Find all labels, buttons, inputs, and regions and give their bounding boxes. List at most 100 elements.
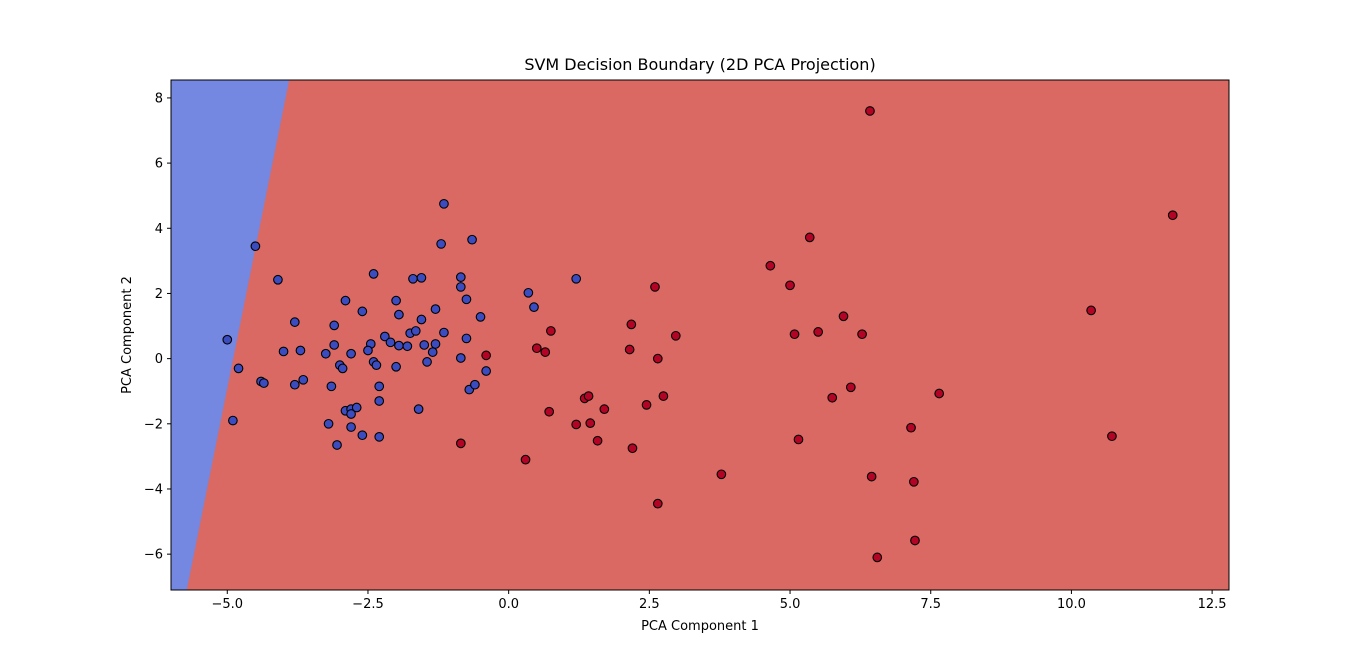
class-0-point (430, 339, 441, 349)
class-0-point (439, 327, 449, 338)
class-1-point (455, 438, 466, 449)
y-tick-label: 8 (155, 91, 163, 106)
class-1-point (906, 422, 916, 433)
class-1-point (765, 260, 776, 271)
class-1-point (626, 319, 637, 330)
class-0-point (273, 274, 283, 285)
class-0-point (298, 374, 309, 385)
x-axis: −5.0 −2.5 0.0 2.5 5.0 7.5 10.0 12.5 (211, 590, 1227, 612)
decision-regions (171, 80, 1229, 590)
y-tick-label: 6 (155, 157, 163, 172)
class-0-point (346, 348, 356, 359)
x-tick-label: 12.5 (1198, 597, 1227, 612)
class-1-point (793, 434, 804, 445)
class-0-point (419, 340, 430, 350)
x-tick-label: −2.5 (352, 597, 384, 612)
y-axis-title: PCA Component 2 (120, 276, 135, 394)
class-0-point (357, 306, 368, 317)
class-0-point (416, 314, 427, 325)
class-0-point (475, 312, 486, 322)
class-1-point (845, 382, 856, 393)
class-0-point (416, 272, 427, 283)
class-0-point (394, 309, 404, 320)
class-1-point (934, 388, 945, 399)
class-1-point (624, 344, 635, 355)
class-0-point (571, 273, 582, 284)
class-0-point (351, 402, 362, 413)
class-0-point (329, 340, 340, 350)
class-0-point (461, 333, 472, 344)
class-0-point (410, 326, 421, 336)
class-0-point (427, 347, 438, 357)
class-1-point (599, 404, 610, 414)
class-0-point (289, 379, 300, 390)
class-0-point (436, 239, 446, 249)
class-0-point (385, 337, 396, 348)
class-0-point (374, 396, 385, 406)
class-0-point (295, 345, 306, 356)
x-tick-label: 5.0 (780, 597, 801, 612)
class-0-point (371, 360, 382, 370)
class-1-point (571, 419, 582, 430)
class-1-point (546, 326, 556, 336)
class-1-point (481, 350, 492, 361)
class-0-point (323, 418, 334, 429)
class-1-point (583, 391, 594, 401)
class-0-point (402, 341, 413, 352)
class-0-point (250, 241, 261, 252)
class-0-point (320, 348, 331, 359)
class-0-point (467, 234, 477, 245)
x-tick-label: 10.0 (1057, 597, 1086, 612)
x-tick-label: 7.5 (920, 597, 941, 612)
class-0-point (326, 381, 337, 392)
class-1-point (652, 353, 663, 364)
class-1-point (670, 330, 681, 341)
class-0-point (368, 269, 379, 279)
chart-title: SVM Decision Boundary (2D PCA Projection… (524, 55, 875, 74)
class-0-point (430, 304, 441, 314)
class-1-point (531, 343, 542, 354)
class-1-point (865, 106, 875, 116)
left-class-region (171, 80, 290, 590)
class-1-point (1086, 305, 1096, 316)
class-1-point (585, 418, 596, 429)
class-1-point (789, 329, 800, 340)
class-1-point (804, 232, 815, 243)
class-0-point (222, 334, 233, 345)
y-tick-label: −4 (144, 482, 163, 497)
y-axis: −6 −4 −2 0 2 4 6 8 (144, 91, 171, 563)
class-0-point (380, 331, 390, 342)
class-1-point (658, 391, 669, 401)
class-1-point (866, 471, 877, 482)
class-0-point (278, 346, 289, 357)
class-1-point (641, 400, 652, 410)
class-0-point (422, 357, 432, 367)
class-0-point (340, 295, 351, 306)
class-0-point (391, 361, 401, 372)
plot-frame (170, 79, 1230, 591)
class-1-point (592, 435, 603, 446)
class-0-point (529, 302, 539, 312)
class-0-point (481, 366, 492, 376)
class-1-point (785, 280, 795, 291)
x-axis-title: PCA Component 1 (641, 619, 759, 634)
class-1-point (520, 454, 531, 465)
x-tick-label: −5.0 (211, 597, 243, 612)
class-1-point (1107, 431, 1117, 442)
class-0-point (439, 198, 449, 209)
y-tick-label: 4 (155, 222, 163, 237)
right-class-region (171, 80, 1229, 590)
class-0-point (455, 282, 466, 292)
class-0-point (332, 440, 342, 450)
data-points (222, 106, 1178, 563)
class-0-point (289, 317, 300, 327)
class-1-point (716, 469, 727, 480)
y-tick-label: 2 (155, 287, 163, 302)
class-0-point (346, 422, 356, 432)
class-0-point (363, 345, 373, 356)
class-0-point (455, 272, 466, 283)
class-0-point (329, 320, 340, 331)
class-1-point (908, 476, 919, 487)
